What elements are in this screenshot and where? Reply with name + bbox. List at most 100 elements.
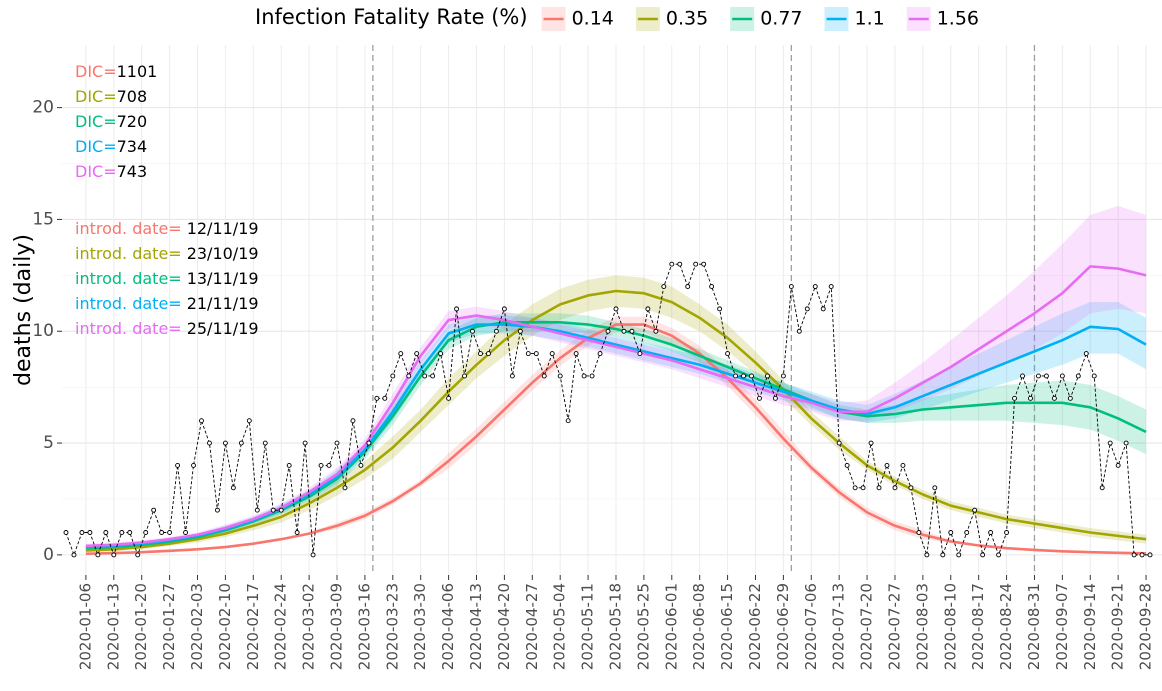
observed-point — [143, 530, 149, 535]
x-tick-label: 2020-06-22 — [746, 583, 764, 670]
observed-point — [1083, 351, 1089, 357]
dic-annotation: DIC=743 — [75, 162, 147, 181]
legend-title: Infection Fatality Rate (%) — [255, 5, 528, 29]
observed-point — [1107, 440, 1113, 446]
x-tick-label: 2020-09-14 — [1081, 583, 1099, 670]
observed-point — [151, 507, 157, 513]
confidence-band — [85, 302, 1147, 550]
observed-point — [533, 351, 539, 357]
observed-point — [406, 373, 412, 379]
observed-point — [302, 440, 308, 446]
observed-point — [669, 261, 675, 267]
intro-label: introd. date= — [75, 269, 182, 288]
observed-point — [246, 418, 252, 424]
observed-point — [852, 485, 858, 491]
dic-value: 743 — [117, 162, 148, 181]
observed-point — [334, 440, 340, 446]
x-tick-label: 2020-06-01 — [662, 583, 680, 670]
observed-point — [988, 530, 994, 535]
observed-point — [454, 306, 460, 312]
observed-point — [127, 530, 133, 535]
observed-point — [661, 284, 667, 289]
x-tick-label: 2020-08-24 — [997, 583, 1015, 670]
observed-point — [573, 351, 579, 357]
observed-point — [230, 485, 236, 491]
observed-point — [222, 440, 228, 446]
observed-point — [677, 261, 683, 267]
observed-point — [159, 530, 165, 535]
intro-annotation: introd. date= 25/11/19 — [75, 319, 259, 338]
legend: Infection Fatality Rate (%) 0.14 0.35 0.77 1… — [255, 5, 979, 31]
observed-point — [422, 373, 428, 379]
legend-label: 0.77 — [760, 8, 802, 30]
observed-point — [1043, 373, 1049, 379]
x-tick-label: 2020-03-23 — [383, 583, 401, 670]
observed-point — [701, 261, 707, 267]
observed-point — [940, 552, 946, 558]
observed-point — [462, 373, 467, 379]
x-tick-label: 2020-02-24 — [272, 583, 290, 670]
dic-annotation: DIC=1101 — [75, 62, 157, 81]
observed-point — [1028, 395, 1033, 401]
x-tick-label: 2020-03-16 — [355, 583, 373, 670]
observed-point — [87, 530, 93, 535]
observed-point — [597, 351, 603, 357]
observed — [63, 261, 1153, 558]
observed-point — [1004, 530, 1010, 535]
x-tick-label: 2020-06-08 — [690, 583, 708, 670]
observed-point — [1067, 395, 1073, 401]
observed-point — [876, 485, 882, 491]
observed-point — [629, 328, 635, 334]
observed-point — [581, 373, 587, 379]
axes: 0 5 10 15 20 2020-01-06 2020-01-13 2020-01-20 20… — [32, 98, 1154, 671]
observed-point — [860, 485, 866, 491]
x-tick-label: 2020-05-04 — [551, 583, 569, 670]
observed-point — [605, 328, 611, 334]
observed-point — [390, 373, 396, 379]
dic-annotation: DIC=708 — [75, 87, 147, 106]
observed-point — [175, 462, 181, 468]
observed-point — [741, 373, 746, 379]
x-tick-label: 2020-09-28 — [1137, 583, 1155, 670]
observed-point — [167, 530, 173, 535]
observed-point — [812, 284, 818, 289]
observed-point — [214, 507, 220, 513]
y-tick-label: 0 — [43, 545, 54, 565]
observed-point — [414, 351, 420, 357]
observed-point — [270, 507, 276, 513]
observed-point — [900, 462, 906, 468]
confidence-band — [85, 275, 1147, 553]
intro-date: 23/10/19 — [187, 244, 259, 263]
observed-point — [717, 306, 723, 312]
observed-point — [836, 440, 842, 446]
observed-point — [342, 485, 348, 491]
dic-label: DIC= — [75, 112, 117, 131]
legend-label: 1.1 — [855, 8, 885, 30]
observed-point — [868, 440, 874, 446]
observed-point — [996, 552, 1002, 558]
observed-point — [908, 485, 914, 491]
x-tick-label: 2020-01-06 — [76, 583, 94, 670]
x-tick-label: 2020-08-03 — [913, 583, 931, 670]
observed-point — [637, 351, 643, 357]
x-tick-label: 2020-03-09 — [328, 583, 346, 670]
observed-point — [398, 351, 404, 357]
observed-point — [1123, 440, 1129, 446]
dic-value: 708 — [117, 87, 148, 106]
intro-label: introd. date= — [75, 244, 182, 263]
observed-point — [1059, 373, 1065, 379]
x-tick-label: 2020-09-21 — [1109, 583, 1127, 670]
observed-point — [828, 284, 834, 289]
observed-point — [517, 328, 523, 334]
observed-point — [956, 552, 962, 558]
observed-point — [1099, 485, 1105, 491]
intro-annotation: introd. date= 13/11/19 — [75, 269, 259, 288]
observed-point — [1075, 373, 1081, 379]
observed-point — [509, 373, 515, 379]
observed-point — [757, 395, 762, 401]
observed-point — [318, 462, 324, 468]
x-tick-label: 2020-08-17 — [969, 583, 987, 670]
observed-point — [63, 530, 69, 535]
